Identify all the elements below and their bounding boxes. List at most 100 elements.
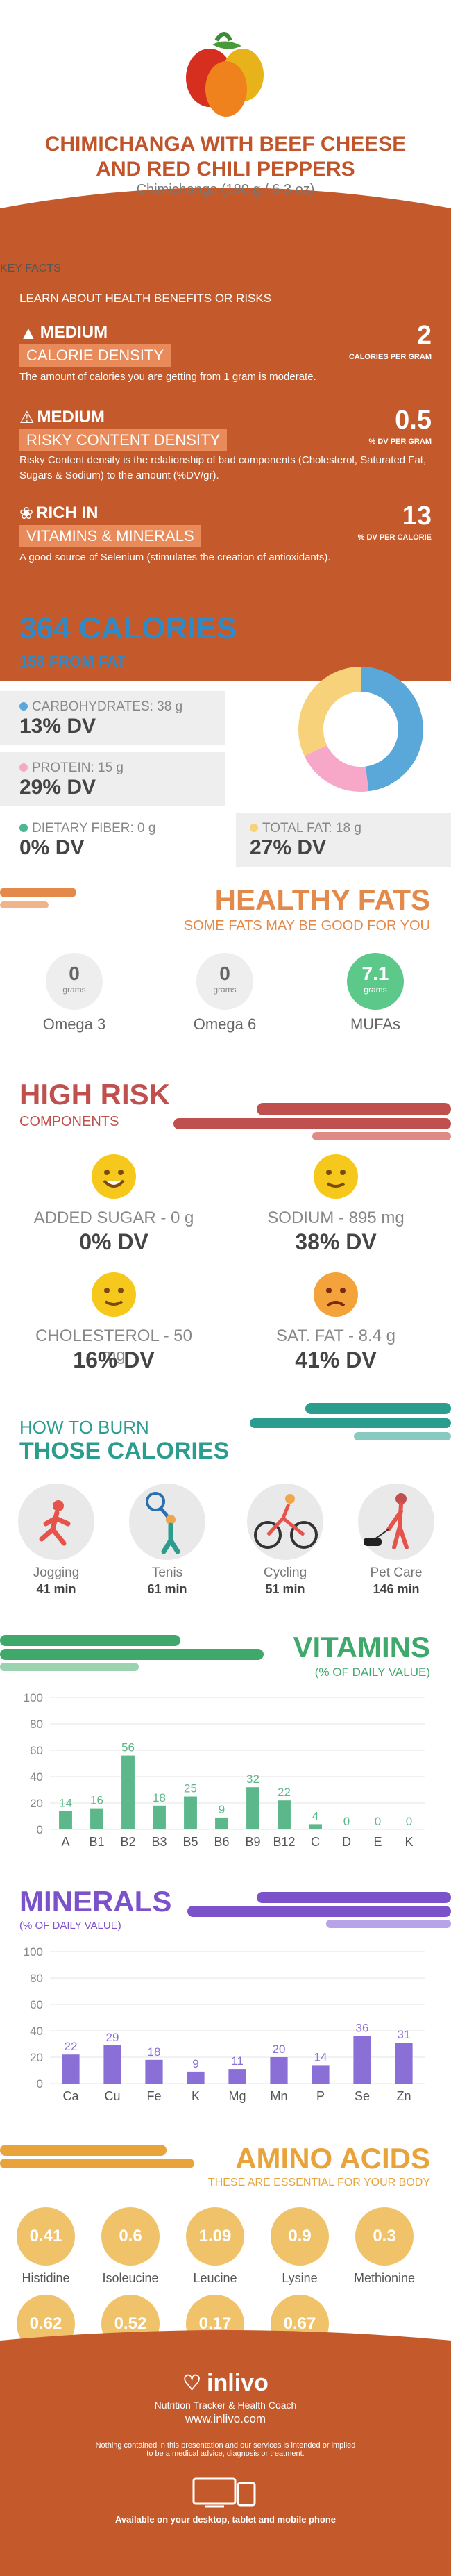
amino-value-circle: 1.09 xyxy=(186,2207,244,2266)
macro-carbs: CARBOHYDRATES: 38 g 13% DV xyxy=(0,691,226,745)
fact-unit: CALORIES PER GRAM xyxy=(348,353,432,361)
fat-value: 0 xyxy=(69,963,80,984)
amino-subtitle: THESE ARE ESSENTIAL FOR YOUR BODY xyxy=(207,2177,430,2188)
healthy-fats-decoration xyxy=(0,888,76,908)
protein-dot xyxy=(19,763,28,772)
y-tick-label: 20 xyxy=(30,2051,43,2064)
bar-value-label: 31 xyxy=(398,2028,411,2041)
footer-disclaimer: to be a medical advice, diagnosis or tre… xyxy=(146,2450,305,2458)
fiber-dot xyxy=(19,824,28,832)
hero-background xyxy=(0,0,451,236)
fact-value: 2 xyxy=(416,321,432,350)
y-tick-label: 0 xyxy=(37,1823,43,1836)
footer-tagline: Nutrition Tracker & Health Coach xyxy=(154,2400,297,2411)
x-tick-label: B5 xyxy=(182,1835,198,1849)
fact-level: RICH IN xyxy=(36,504,99,522)
bar xyxy=(62,2054,80,2084)
risk-label: CHOLESTEROL - 50 mg xyxy=(35,1327,192,1365)
bar-value-label: 16 xyxy=(90,1794,103,1807)
activity-label: Cycling xyxy=(263,1565,307,1580)
x-tick-label: P xyxy=(316,2089,325,2103)
bar xyxy=(246,1787,259,1829)
calorie-donut-chart xyxy=(298,667,423,792)
x-tick-label: E xyxy=(373,1835,382,1849)
footer-wave xyxy=(0,2330,451,2348)
amino-value-circle: 0.3 xyxy=(355,2207,414,2266)
x-tick-label: Ca xyxy=(62,2089,79,2103)
burn-title-bottom: THOSE CALORIES xyxy=(19,1438,230,1464)
warning-icon: ⚠ xyxy=(19,408,35,427)
activity-label: Jogging xyxy=(33,1565,80,1580)
bar xyxy=(353,2036,371,2084)
bar xyxy=(145,2059,163,2084)
amino-label: Methionine xyxy=(353,2271,416,2285)
risk-label: SODIUM - 895 mg xyxy=(267,1208,405,1227)
x-tick-label: B12 xyxy=(273,1835,295,1849)
key-facts-section xyxy=(0,236,451,681)
vitamins-subtitle: (% OF DAILY VALUE) xyxy=(314,1665,430,1679)
fat-dot xyxy=(250,824,258,832)
fat-unit: grams xyxy=(213,985,237,995)
x-tick-label: B9 xyxy=(245,1835,260,1849)
minerals-chart: 0 20 40 60 80 100 22 Ca 29 Cu 18 Fe 9 K 11 Mg 20 Mn 14 P 36 S… xyxy=(24,1945,425,2103)
bar xyxy=(187,2071,205,2084)
pet-care-icon xyxy=(358,1484,434,1560)
bar-value-label: 56 xyxy=(121,1741,135,1754)
footer-url[interactable]: www.inlivo.com xyxy=(185,2412,266,2425)
donut-slice xyxy=(360,667,423,792)
amino-value-circle: 0.9 xyxy=(271,2207,329,2266)
bar xyxy=(121,1755,135,1829)
bar-value-label: 22 xyxy=(65,2040,78,2053)
macro-fat: TOTAL FAT: 18 g 27% DV xyxy=(236,813,451,867)
amino-label: Leucine xyxy=(193,2271,237,2285)
healthy-fats-title: HEALTHY FATS xyxy=(214,883,430,916)
x-tick-label: A xyxy=(61,1835,69,1849)
x-tick-label: B2 xyxy=(120,1835,135,1849)
bar-value-label: 0 xyxy=(375,1815,381,1828)
sad-face-icon xyxy=(314,1272,358,1317)
healthy-fats-subtitle: SOME FATS MAY BE GOOD FOR YOU xyxy=(183,918,430,933)
bar xyxy=(215,1817,228,1829)
y-tick-label: 40 xyxy=(30,2025,43,2038)
bar-value-label: 9 xyxy=(192,2057,198,2070)
calories-subtitle: 158 FROM FAT xyxy=(19,653,126,670)
bar-value-label: 25 xyxy=(184,1782,197,1795)
macro-label: DIETARY FIBER: 0 g xyxy=(32,821,156,836)
amino-value-circle: 0.6 xyxy=(101,2207,160,2266)
activity-minutes: 51 min xyxy=(265,1582,305,1596)
donut-slice xyxy=(304,745,369,792)
bar-value-label: 32 xyxy=(246,1772,259,1786)
risk-dv: 0% DV xyxy=(79,1229,148,1254)
bar xyxy=(90,1808,103,1829)
high-risk-subtitle: COMPONENTS xyxy=(19,1114,119,1129)
footer: ♡ inlivo Nutrition Tracker & Health Coac… xyxy=(0,2330,451,2576)
bar-value-label: 9 xyxy=(219,1803,225,1816)
x-tick-label: Mn xyxy=(270,2089,287,2103)
key-facts-title: KEY FACTS xyxy=(0,263,61,274)
fact-unit: % DV PER GRAM xyxy=(368,438,432,446)
fat-value: 0 xyxy=(219,963,230,984)
amino-label: Isoleucine xyxy=(102,2271,159,2285)
bar-value-label: 18 xyxy=(148,2045,161,2059)
bar-value-label: 14 xyxy=(59,1796,72,1809)
bar-value-label: 20 xyxy=(273,2043,286,2056)
leaf-icon: ❀ xyxy=(19,504,34,523)
bar xyxy=(270,2057,288,2084)
burn-decoration xyxy=(250,1403,451,1440)
activity-minutes: 146 min xyxy=(373,1582,420,1596)
fact-description: A good source of Selenium (stimulates th… xyxy=(19,551,331,563)
bar-value-label: 0 xyxy=(343,1815,350,1828)
bar xyxy=(278,1800,291,1829)
x-tick-label: Zn xyxy=(396,2089,411,2103)
risk-dv: 41% DV xyxy=(295,1347,377,1372)
high-risk-title: HIGH RISK xyxy=(19,1078,171,1111)
bar-value-label: 11 xyxy=(231,2054,244,2068)
fact-level: MEDIUM xyxy=(40,323,108,342)
risk-label: ADDED SUGAR - 0 g xyxy=(33,1208,194,1227)
x-tick-label: C xyxy=(311,1835,320,1849)
bar xyxy=(312,2065,330,2084)
heart-icon: ♡ xyxy=(182,2372,202,2395)
x-tick-label: K xyxy=(405,1835,413,1849)
fact-calorie-density: ▲ MEDIUM CALORIE DENSITY xyxy=(19,321,171,367)
neutral-face-icon xyxy=(314,1154,358,1199)
